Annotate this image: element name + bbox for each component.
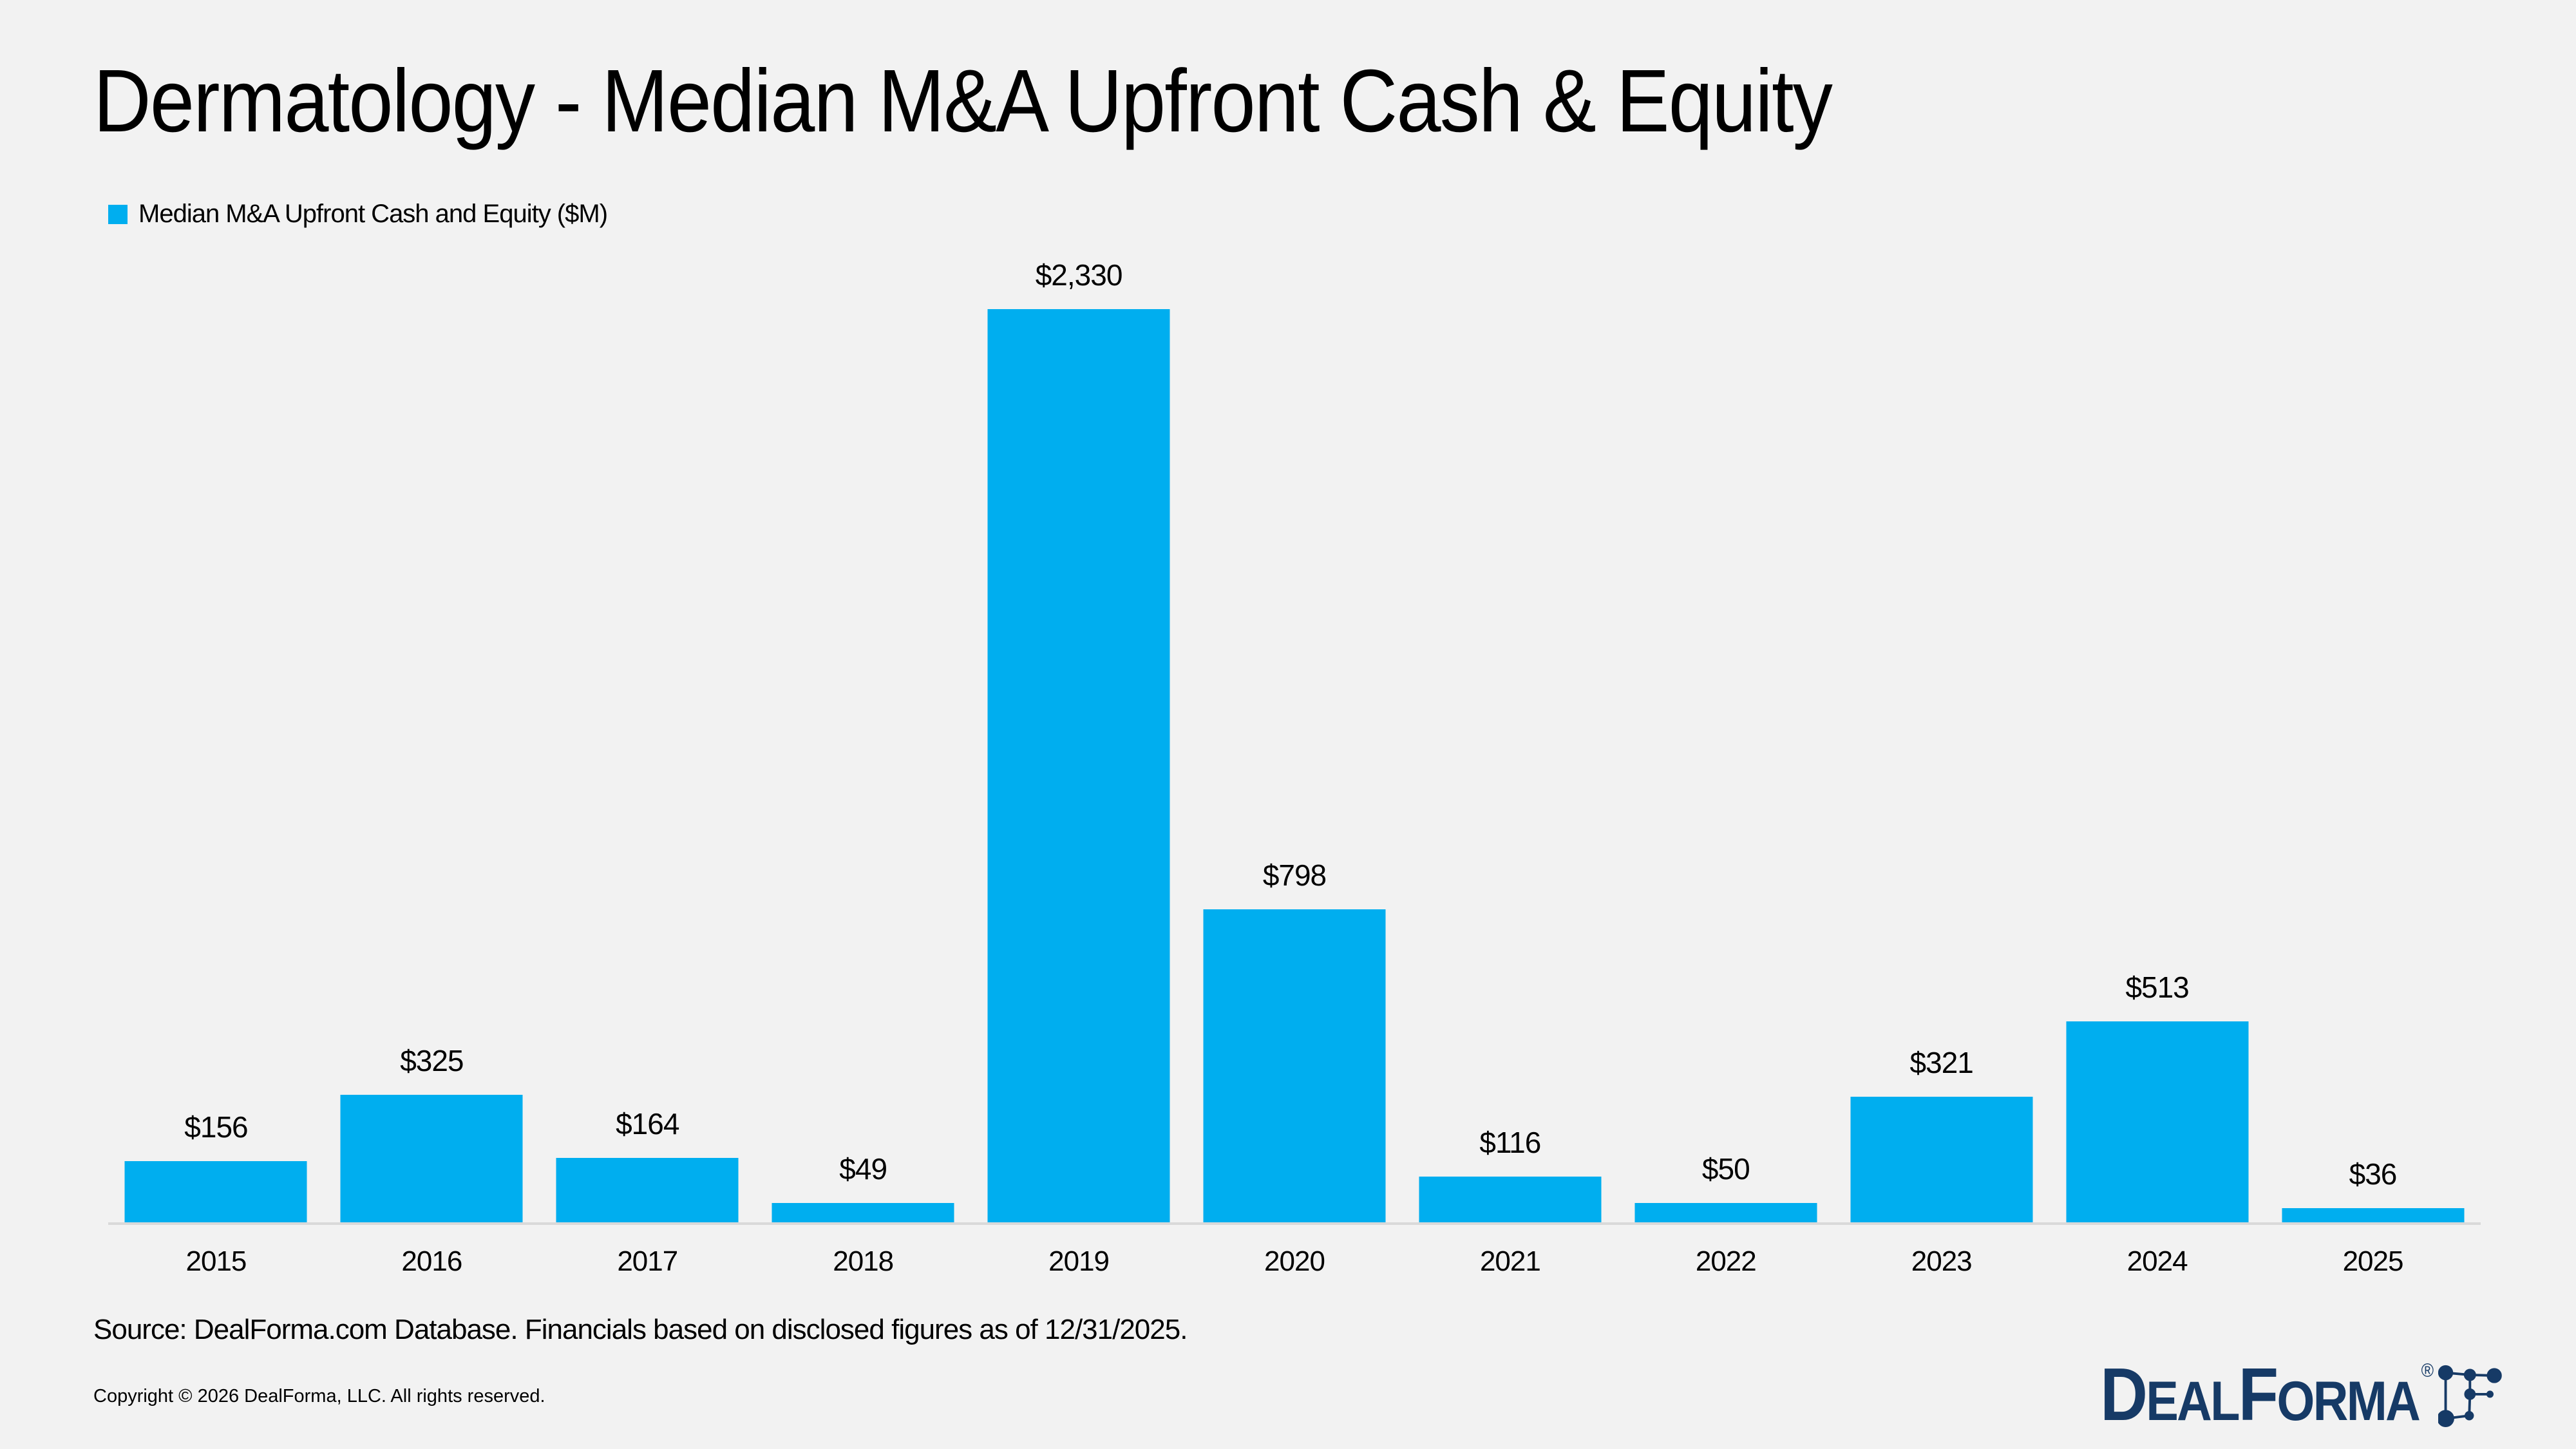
bar-2023 xyxy=(1850,1097,2033,1222)
bar-slot-2023: $321 xyxy=(1833,309,2049,1222)
dealforma-network-icon xyxy=(2438,1365,2502,1427)
bar-slot-2025: $36 xyxy=(2265,309,2481,1222)
x-axis-label-2016: 2016 xyxy=(401,1245,462,1277)
bar-2022 xyxy=(1634,1203,1817,1222)
bar-slot-2017: $164 xyxy=(540,309,755,1222)
source-note: Source: DealForma.com Database. Financia… xyxy=(93,1314,1188,1345)
bar-slot-2021: $116 xyxy=(1402,309,1618,1222)
bar-value-label-2016: $325 xyxy=(400,1044,464,1077)
bar-2015 xyxy=(124,1161,307,1222)
plot-area: $156 $325 $164 $49 $2,330 $798 $116 $50 $321 $513… xyxy=(108,258,2481,1222)
bar-2021 xyxy=(1419,1177,1602,1222)
bar-value-label-2019: $2,330 xyxy=(1035,258,1123,292)
x-axis-label-2017: 2017 xyxy=(617,1245,678,1277)
x-axis-label-2022: 2022 xyxy=(1695,1245,1757,1277)
wordmark-letter-f: F xyxy=(2238,1352,2278,1436)
bar-2025 xyxy=(2282,1208,2465,1222)
bar-value-label-2018: $49 xyxy=(839,1152,887,1186)
bar-2018 xyxy=(772,1203,954,1222)
copyright-note: Copyright © 2026 DealForma, LLC. All rig… xyxy=(93,1386,545,1406)
x-axis-label-2021: 2021 xyxy=(1479,1245,1541,1277)
x-axis-label-2024: 2024 xyxy=(2126,1245,2188,1277)
bar-value-label-2025: $36 xyxy=(2349,1157,2398,1191)
legend-label: Median M&A Upfront Cash and Equity ($M) xyxy=(138,200,608,228)
bar-slot-2019: $2,330 xyxy=(971,258,1187,1222)
x-axis-label-2015: 2015 xyxy=(185,1245,247,1277)
bar-2024 xyxy=(2066,1021,2249,1222)
bar-slot-2018: $49 xyxy=(755,309,971,1222)
x-axis-label-2023: 2023 xyxy=(1911,1245,1973,1277)
bar-value-label-2017: $164 xyxy=(616,1107,679,1141)
x-axis-label-2020: 2020 xyxy=(1264,1245,1325,1277)
bar-value-label-2020: $798 xyxy=(1262,858,1327,892)
x-axis-label-2019: 2019 xyxy=(1048,1245,1110,1277)
x-axis-labels: 2015 2016 2017 2018 2019 2020 2021 2022 2023 2024… xyxy=(108,1245,2481,1278)
x-axis-line xyxy=(108,1222,2481,1225)
legend-swatch xyxy=(108,204,128,224)
bar-2017 xyxy=(556,1158,739,1222)
bar-2016 xyxy=(340,1095,523,1222)
legend: Median M&A Upfront Cash and Equity ($M) xyxy=(108,200,608,229)
bar-slot-2015: $156 xyxy=(108,309,324,1222)
bar-2019 xyxy=(987,309,1170,1222)
x-axis-label-2018: 2018 xyxy=(833,1245,894,1277)
bar-value-label-2023: $321 xyxy=(1909,1046,1974,1079)
wordmark-letters-eal: EAL xyxy=(2145,1370,2240,1432)
registered-trademark-symbol: ® xyxy=(2421,1359,2433,1381)
dealforma-wordmark: D EAL F ORMA ® xyxy=(2099,1352,2434,1436)
bar-slot-2024: $513 xyxy=(2049,309,2265,1222)
bar-slot-2016: $325 xyxy=(324,309,540,1222)
x-axis-label-2025: 2025 xyxy=(2342,1245,2404,1277)
bar-value-label-2024: $513 xyxy=(2125,971,2189,1004)
bar-slot-2020: $798 xyxy=(1187,309,1403,1222)
bar-value-label-2022: $50 xyxy=(1701,1152,1750,1186)
wordmark-letter-d: D xyxy=(2099,1352,2148,1436)
bar-value-label-2021: $116 xyxy=(1479,1126,1541,1159)
chart-title: Dermatology - Median M&A Upfront Cash & … xyxy=(93,52,1833,151)
dealforma-logo: D EAL F ORMA ® xyxy=(2055,1352,2511,1436)
bar-2020 xyxy=(1203,909,1386,1222)
bar-value-label-2015: $156 xyxy=(184,1110,248,1144)
wordmark-letters-orma: ORMA xyxy=(2277,1370,2420,1432)
bar-slot-2022: $50 xyxy=(1618,309,1833,1222)
